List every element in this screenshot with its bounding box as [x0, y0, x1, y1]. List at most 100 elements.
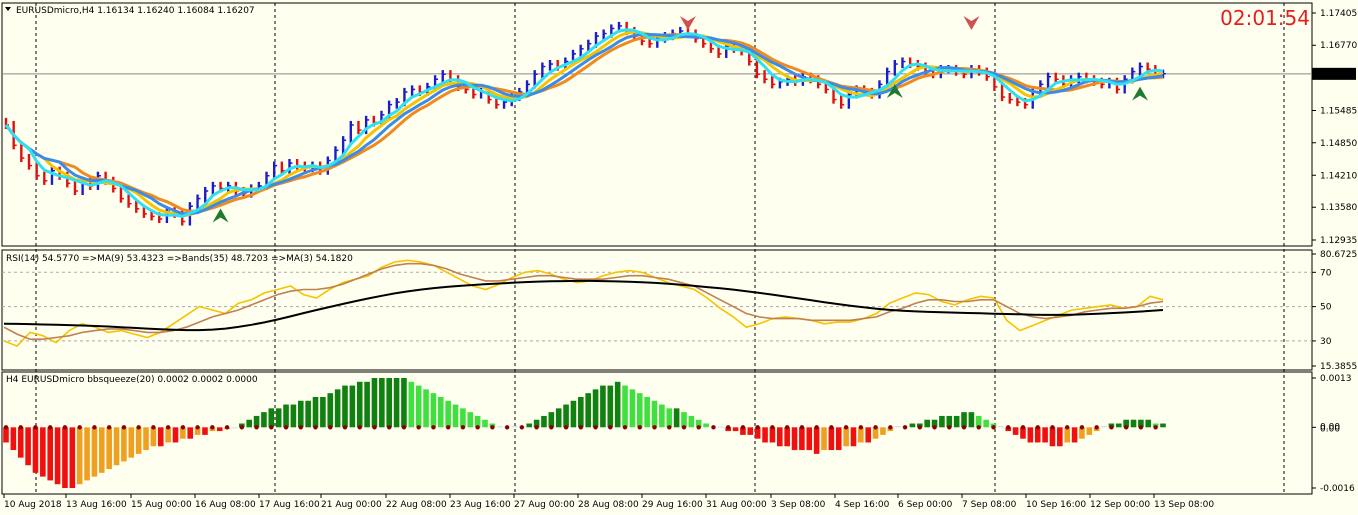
time-tick-label-8: 27 Aug 00:00	[514, 500, 575, 510]
squeeze-dot	[637, 425, 642, 430]
squeeze-bar	[157, 427, 164, 447]
squeeze-bar	[835, 427, 842, 451]
squeeze-bar	[946, 415, 953, 428]
squeeze-bar	[622, 385, 628, 428]
time-tick-label-7: 23 Aug 16:00	[450, 500, 511, 510]
squeeze-bar	[872, 427, 879, 439]
squeeze-bar	[784, 427, 790, 447]
squeeze-dot	[888, 425, 893, 430]
squeeze-bar	[1071, 427, 1078, 443]
squeeze-bar	[614, 381, 621, 428]
time-tick-label-9: 28 Aug 08:00	[578, 500, 639, 510]
squeeze-bar	[1079, 427, 1085, 439]
squeeze-dot	[843, 425, 849, 430]
squeeze-bar	[202, 427, 208, 435]
squeeze-bar	[1057, 427, 1063, 447]
squeeze-tick-label-1: 0.00	[1320, 422, 1340, 432]
squeeze-bar	[187, 427, 194, 439]
squeeze-dot	[1020, 425, 1026, 430]
squeeze-info: H4 EURUSDmicro bbsqueeze(20) 0.0002 0.00…	[6, 375, 258, 385]
squeeze-bar	[342, 385, 348, 428]
squeeze-bar	[113, 427, 120, 466]
squeeze-bar	[843, 427, 849, 447]
squeeze-dot	[490, 425, 495, 430]
squeeze-dot	[858, 425, 864, 430]
squeeze-bar	[283, 404, 289, 428]
squeeze-dot	[165, 425, 171, 430]
squeeze-dot	[283, 425, 289, 430]
rsi-tick-label-3: 30	[1320, 337, 1332, 347]
price-tick-label-4: 1.14210	[1320, 171, 1357, 181]
squeeze-bar	[968, 412, 975, 428]
squeeze-dot	[48, 425, 53, 430]
squeeze-bar	[659, 404, 665, 428]
squeeze-bar	[894, 426, 901, 428]
squeeze-bar	[1034, 427, 1041, 443]
squeeze-bar	[865, 427, 872, 443]
squeeze-dot	[18, 425, 23, 430]
time-tick-label-15: 7 Sep 08:00	[962, 500, 1017, 510]
squeeze-bar	[467, 412, 474, 428]
squeeze-bar	[194, 427, 201, 435]
squeeze-bar	[150, 427, 157, 447]
time-tick-label-17: 12 Sep 00:00	[1090, 500, 1150, 510]
squeeze-dot	[269, 425, 274, 430]
squeeze-dot	[563, 425, 569, 430]
squeeze-bar	[747, 427, 754, 435]
squeeze-bar	[290, 404, 297, 428]
squeeze-bar	[681, 412, 687, 428]
squeeze-bar	[961, 412, 967, 428]
squeeze-dot	[1153, 425, 1158, 430]
squeeze-dot	[1050, 425, 1055, 430]
squeeze-bar	[740, 427, 746, 435]
squeeze-bar	[231, 427, 238, 429]
squeeze-dot	[711, 425, 716, 430]
bar-timer: 02:01:54	[1220, 6, 1310, 30]
squeeze-dot	[1035, 425, 1040, 430]
squeeze-bar	[1049, 427, 1056, 447]
signal-arrow-up-icon	[886, 84, 903, 99]
squeeze-dot	[814, 425, 819, 430]
squeeze-bar	[401, 378, 407, 428]
time-tick-label-14: 6 Sep 00:00	[898, 500, 953, 510]
squeeze-bar	[312, 396, 319, 428]
squeeze-bar	[84, 427, 90, 481]
squeeze-bar	[762, 427, 768, 443]
squeeze-dot	[77, 425, 82, 430]
squeeze-dot	[1064, 425, 1070, 430]
time-tick-label-11: 31 Aug 00:00	[706, 500, 767, 510]
squeeze-bar	[135, 427, 142, 454]
squeeze-dot	[578, 425, 584, 430]
squeeze-bar	[592, 389, 599, 428]
squeeze-bar	[62, 427, 68, 488]
time-tick-label-10: 29 Aug 16:00	[642, 500, 703, 510]
squeeze-dot	[1006, 425, 1011, 430]
squeeze-bar	[629, 389, 636, 428]
squeeze-dot	[961, 425, 967, 430]
squeeze-bar	[482, 419, 488, 428]
squeeze-bar	[128, 427, 135, 458]
time-tick-label-18: 13 Sep 08:00	[1154, 500, 1214, 510]
squeeze-bar	[423, 389, 429, 428]
squeeze-bar	[983, 419, 989, 428]
squeeze-dot	[180, 425, 186, 430]
squeeze-dot	[755, 425, 760, 430]
squeeze-dot	[696, 425, 701, 430]
time-tick-label-13: 4 Sep 16:00	[835, 500, 890, 510]
squeeze-dot	[976, 425, 981, 430]
squeeze-bar	[799, 427, 805, 451]
squeeze-dot	[549, 425, 554, 430]
squeeze-dot	[298, 425, 303, 430]
squeeze-bar	[666, 408, 673, 428]
squeeze-bar	[356, 381, 363, 428]
signal-arrow-down-icon	[963, 16, 980, 30]
squeeze-bar	[880, 427, 886, 435]
price-tick-label-3: 1.14850	[1320, 139, 1357, 149]
squeeze-dot	[534, 425, 539, 430]
squeeze-dot	[784, 425, 790, 430]
signal-arrow-down-icon	[679, 16, 696, 30]
squeeze-bar	[533, 419, 540, 428]
squeeze-dot	[416, 425, 421, 430]
squeeze-dot	[195, 425, 200, 430]
